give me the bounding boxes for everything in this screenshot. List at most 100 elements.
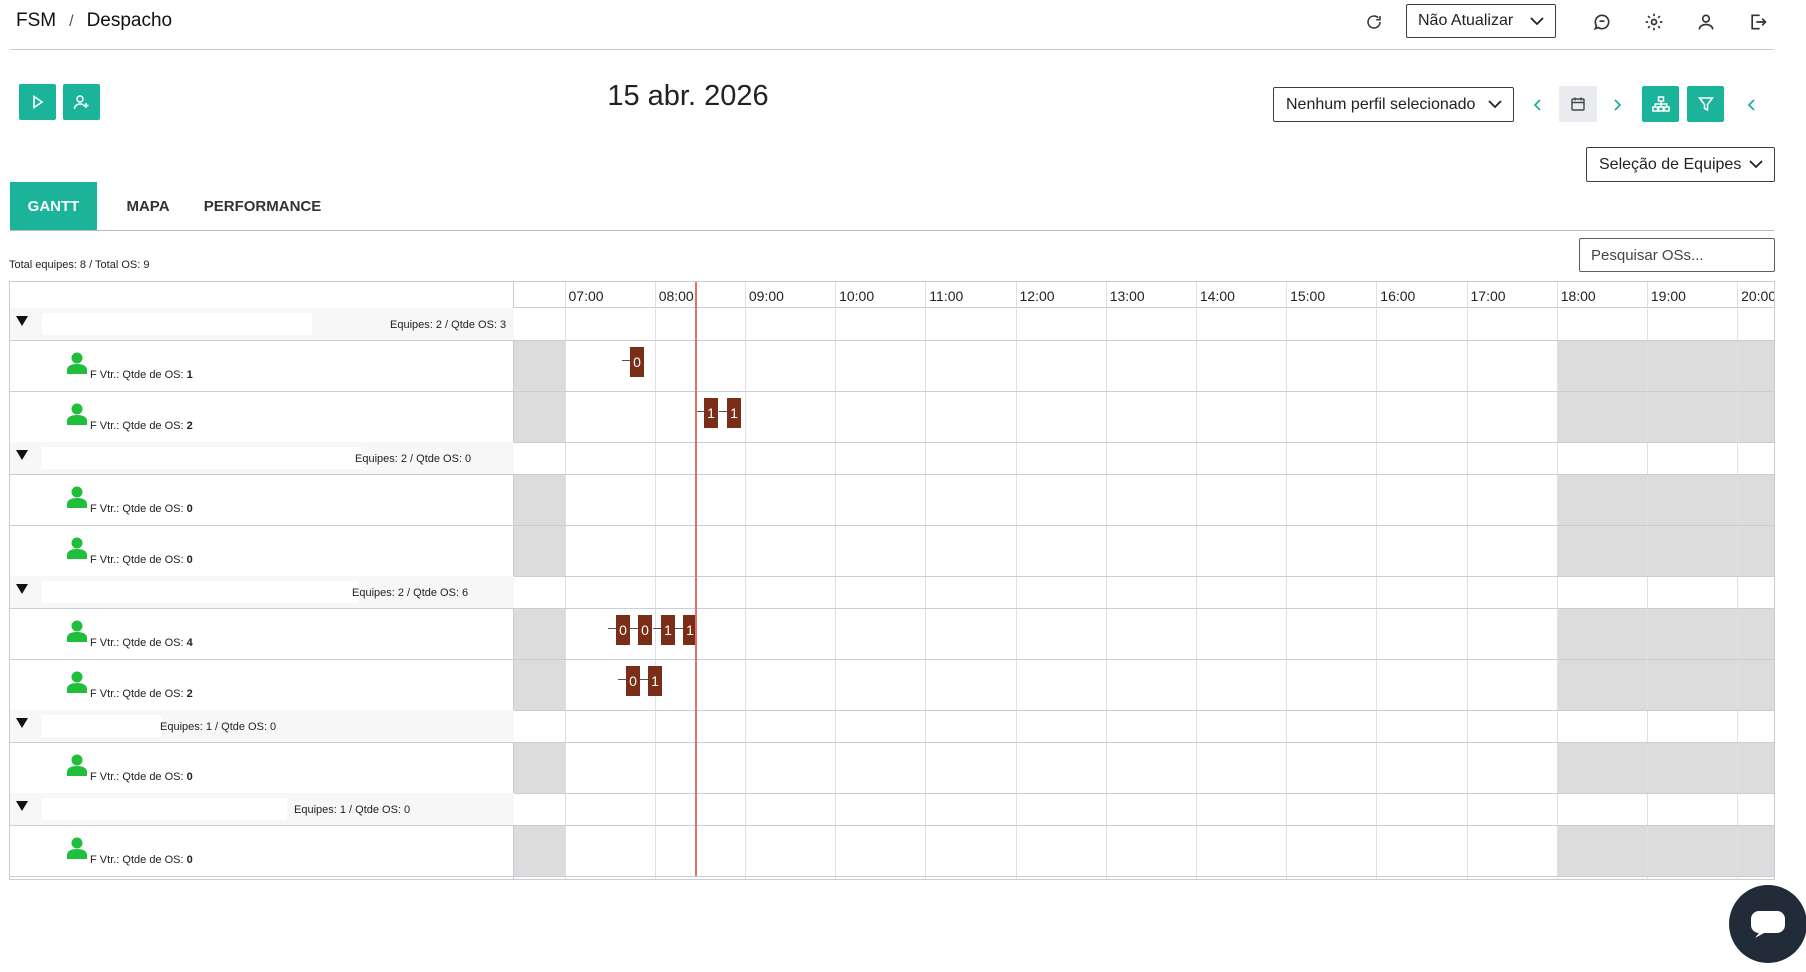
- os-bar[interactable]: 1: [727, 398, 741, 428]
- filter-icon: [1697, 97, 1714, 112]
- hour-gridline: [925, 282, 927, 879]
- group-summary: Equipes: 1 / Qtde OS: 0: [294, 804, 411, 816]
- team-os-count: F Vtr.: Qtde de OS: 0: [90, 554, 193, 566]
- collapse-triangle-icon[interactable]: [16, 450, 28, 461]
- group-name: [42, 581, 358, 603]
- team-group-row[interactable]: Equipes: 2 / Qtde OS: 0: [10, 442, 514, 474]
- calendar-icon: [1571, 97, 1585, 111]
- off-hours-shade: [514, 742, 565, 793]
- team-group-row[interactable]: Equipes: 2 / Qtde OS: 6: [10, 576, 514, 608]
- team-row[interactable]: F Vtr.: Qtde de OS: 1: [10, 340, 514, 391]
- breadcrumb-root[interactable]: FSM: [16, 10, 57, 31]
- os-connector: [630, 628, 638, 629]
- tab-gantt[interactable]: GANTT: [10, 182, 97, 230]
- row-divider: [10, 391, 513, 392]
- logout-icon[interactable]: [1744, 8, 1772, 36]
- team-name: [90, 833, 360, 855]
- row-divider: [10, 340, 513, 341]
- collapse-panel-button[interactable]: [1740, 91, 1764, 119]
- hierarchy-button[interactable]: [1642, 86, 1679, 122]
- team-name: [90, 399, 318, 421]
- next-day-button[interactable]: [1605, 91, 1629, 119]
- os-bar[interactable]: 0: [638, 615, 652, 645]
- os-bar[interactable]: 1: [661, 615, 675, 645]
- team-group-row[interactable]: Equipes: 1 / Qtde OS: 0: [10, 710, 514, 742]
- collapse-triangle-icon[interactable]: [16, 584, 28, 595]
- os-bar[interactable]: 1: [648, 666, 662, 696]
- os-bar[interactable]: 1: [683, 615, 697, 645]
- user-icon[interactable]: [1692, 8, 1720, 36]
- sitemap-icon: [1651, 96, 1670, 112]
- hour-gridline: [1646, 282, 1648, 879]
- os-bar[interactable]: 0: [626, 666, 640, 696]
- chevron-left-icon: [1747, 99, 1755, 111]
- os-bar[interactable]: 1: [704, 398, 718, 428]
- row-divider: [514, 710, 1774, 711]
- totals-summary: Total equipes: 8 / Total OS: 9: [9, 259, 150, 271]
- off-hours-shade: [514, 474, 565, 525]
- profile-select[interactable]: Nenhum perfil selecionado: [1273, 87, 1514, 122]
- os-bar[interactable]: 0: [630, 347, 644, 377]
- search-os-input[interactable]: [1579, 238, 1775, 272]
- team-group-row[interactable]: Equipes: 2 / Qtde OS: 3: [10, 308, 514, 340]
- hour-label: 14:00: [1199, 288, 1235, 304]
- team-os-count: F Vtr.: Qtde de OS: 0: [90, 503, 193, 515]
- hour-gridline: [1286, 282, 1288, 879]
- team-row[interactable]: F Vtr.: Qtde de OS: 4: [10, 608, 514, 659]
- hour-label: 17:00: [1470, 288, 1506, 304]
- auto-refresh-select[interactable]: Não Atualizar: [1406, 4, 1556, 38]
- group-summary: Equipes: 1 / Qtde OS: 0: [160, 721, 277, 733]
- row-divider: [10, 474, 513, 475]
- team-row[interactable]: F Vtr.: Qtde de OS: 2: [10, 391, 514, 442]
- auto-refresh-value: Não Atualizar: [1418, 12, 1514, 29]
- teams-pane: Equipes: 2 / Qtde OS: 3 F Vtr.: Qtde de O…: [10, 282, 514, 879]
- row-divider: [514, 876, 1774, 877]
- team-row[interactable]: F Vtr.: Qtde de OS: 0: [10, 742, 514, 793]
- team-row[interactable]: F Vtr.: Qtde de OS: 0: [10, 825, 514, 876]
- tab-mapa[interactable]: MAPA: [126, 197, 170, 215]
- calendar-button[interactable]: [1559, 86, 1597, 122]
- team-row[interactable]: F Vtr.: Qtde de OS: 2: [10, 659, 514, 710]
- hour-label: 19:00: [1650, 288, 1686, 304]
- gear-icon[interactable]: [1640, 8, 1668, 36]
- chat-icon[interactable]: [1588, 8, 1616, 36]
- team-os-count: F Vtr.: Qtde de OS: 1: [90, 369, 193, 381]
- breadcrumb-current: Despacho: [86, 10, 173, 31]
- team-row[interactable]: F Vtr.: Qtde de OS: 0: [10, 525, 514, 576]
- off-hours-shade: [1556, 825, 1774, 876]
- row-divider: [514, 442, 1774, 443]
- team-name: [90, 667, 288, 689]
- tab-performance[interactable]: PERFORMANCE: [203, 197, 322, 215]
- team-name: [90, 750, 280, 772]
- assign-team-button[interactable]: [63, 84, 100, 120]
- person-icon: [67, 352, 87, 374]
- collapse-triangle-icon[interactable]: [16, 801, 28, 812]
- os-bar[interactable]: 0: [616, 615, 630, 645]
- hour-label: 09:00: [748, 288, 784, 304]
- teams-select[interactable]: Seleção de Equipes: [1586, 147, 1775, 182]
- person-icon: [67, 837, 87, 859]
- chat-bubble-icon: [1751, 911, 1785, 938]
- row-divider: [514, 340, 1774, 341]
- filter-button[interactable]: [1687, 86, 1724, 122]
- team-row[interactable]: F Vtr.: Qtde de OS: 0: [10, 474, 514, 525]
- team-group-row[interactable]: Equipes: 1 / Qtde OS: 0: [10, 793, 514, 825]
- time-scale: 07:00 08:00 09:00 10:00 11:00 12:00 13:00 14:00…: [514, 282, 1774, 308]
- team-name: [90, 482, 278, 504]
- row-divider: [514, 525, 1774, 526]
- off-hours-shade: [1556, 391, 1774, 442]
- breadcrumb: FSM / Despacho: [16, 10, 172, 32]
- prev-day-button[interactable]: [1526, 91, 1550, 119]
- collapse-triangle-icon[interactable]: [16, 316, 28, 327]
- support-chat-button[interactable]: [1729, 885, 1806, 963]
- breadcrumb-separator: /: [69, 13, 74, 30]
- profile-select-value: Nenhum perfil selecionado: [1286, 95, 1476, 113]
- refresh-icon[interactable]: [1360, 8, 1388, 36]
- person-icon: [67, 486, 87, 508]
- play-button[interactable]: [19, 84, 56, 120]
- row-divider: [10, 608, 513, 609]
- collapse-triangle-icon[interactable]: [16, 718, 28, 729]
- os-connector: [653, 628, 661, 629]
- chevron-down-icon: [1488, 100, 1502, 109]
- off-hours-shade: [1556, 340, 1774, 391]
